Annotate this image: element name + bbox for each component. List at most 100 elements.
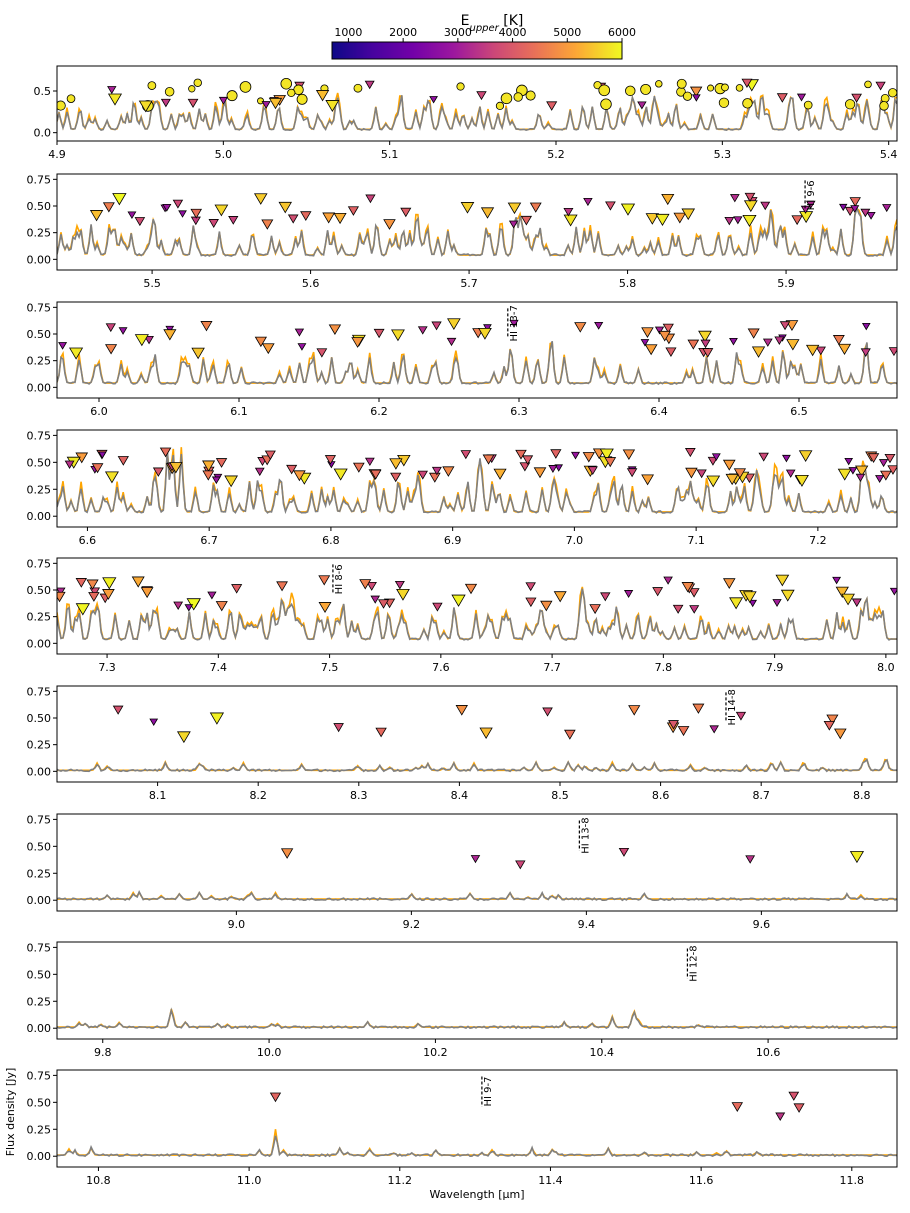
triangle-marker <box>394 580 405 590</box>
triangle-marker <box>741 78 753 88</box>
triangle-marker <box>324 455 337 465</box>
triangle-marker <box>731 1102 744 1112</box>
triangle-marker <box>805 200 816 209</box>
panel-4: 0.00 0.25 0.50 0.75 6.6 6.7 6.8 6.9 7.0 7.1 7.2 <box>27 429 898 547</box>
colorbar-tick-label: 6000 <box>608 26 636 39</box>
triangle-marker <box>214 204 229 217</box>
y-tick-label: 0.25 <box>27 611 52 624</box>
triangle-marker <box>286 464 298 475</box>
triangle-marker <box>788 1091 800 1101</box>
triangle-marker <box>269 1092 282 1103</box>
triangle-marker <box>163 329 177 341</box>
panel-7: HI 13-8 0.00 0.25 0.50 0.75 9.0 9.2 9.4 9.6 <box>27 813 898 931</box>
triangle-marker <box>365 194 376 204</box>
x-tick-label: 5.3 <box>714 148 732 161</box>
x-tick-label: 9.6 <box>753 918 771 931</box>
x-tick-label: 7.7 <box>543 661 561 674</box>
triangle-marker <box>780 589 795 602</box>
triangle-marker <box>882 204 892 213</box>
triangle-marker <box>202 460 216 472</box>
x-tick-label: 5.6 <box>302 277 320 290</box>
y-tick-label: 0.50 <box>27 456 52 469</box>
triangle-marker <box>446 337 457 347</box>
spectra <box>57 205 897 258</box>
triangle-marker <box>689 605 700 614</box>
triangle-marker <box>118 327 128 335</box>
triangle-marker <box>641 474 655 486</box>
triangle-marker <box>366 581 377 591</box>
line-markers <box>57 78 897 113</box>
x-tick-label: 5.0 <box>215 148 233 161</box>
x-tick-label: 7.5 <box>321 661 339 674</box>
triangle-marker <box>208 219 219 228</box>
triangle-marker <box>261 343 275 355</box>
hi-line-marker: HI 9-6 <box>804 180 817 210</box>
triangle-marker <box>706 475 721 488</box>
triangle-marker <box>187 98 199 108</box>
y-tick-label: 0.50 <box>27 584 52 597</box>
triangle-marker <box>447 318 461 331</box>
circle-marker <box>864 80 872 89</box>
x-tick-label: 6.4 <box>650 405 668 418</box>
circle-marker <box>296 93 308 105</box>
triangle-marker <box>747 328 760 339</box>
hi-line-marker: HI 13-7 <box>507 305 520 342</box>
circle-marker <box>676 78 687 89</box>
triangle-marker <box>707 456 719 466</box>
triangle-marker <box>654 326 665 335</box>
triangle-marker <box>117 456 129 466</box>
triangle-marker <box>550 449 562 459</box>
triangle-marker <box>159 447 172 458</box>
x-tick-label: 6.5 <box>790 405 808 418</box>
triangle-marker <box>668 720 679 730</box>
triangle-marker <box>429 96 438 104</box>
x-tick-label: 10.8 <box>86 1174 111 1187</box>
triangle-marker <box>772 599 782 607</box>
y-tick-label: 0.75 <box>27 301 52 314</box>
x-tick-label: 10.2 <box>423 1046 448 1059</box>
y-tick-label: 0.75 <box>27 557 52 570</box>
triangle-marker <box>57 587 66 596</box>
triangle-marker <box>640 339 650 347</box>
triangle-marker <box>661 193 675 206</box>
triangle-marker <box>131 576 145 588</box>
circle-marker <box>257 97 264 105</box>
circle-marker <box>525 90 536 101</box>
triangle-marker <box>400 207 412 218</box>
triangle-marker <box>722 578 736 589</box>
x-tick-label: 5.4 <box>880 148 898 161</box>
triangle-marker <box>364 457 375 467</box>
triangle-marker <box>228 216 239 225</box>
triangle-marker <box>696 469 707 479</box>
triangle-marker <box>525 582 536 592</box>
circle-marker <box>456 82 465 91</box>
triangle-marker <box>722 459 736 471</box>
triangle-marker <box>364 80 375 90</box>
triangle-marker <box>563 208 574 217</box>
x-tick-label: 5.2 <box>547 148 565 161</box>
triangle-marker <box>75 603 91 616</box>
triangle-marker <box>369 469 382 480</box>
hi-line-label: HI 13-7 <box>509 305 520 341</box>
circle-marker <box>593 81 602 90</box>
line-markers <box>64 447 897 488</box>
x-tick-label: 7.0 <box>566 534 584 547</box>
triangle-marker <box>102 589 115 600</box>
triangle-marker <box>254 467 265 477</box>
circle-marker <box>803 100 813 110</box>
circle-marker <box>718 97 730 108</box>
triangle-marker <box>622 449 636 461</box>
triangle-marker <box>160 98 171 108</box>
line-markers <box>112 703 847 744</box>
x-tick-label: 8.8 <box>853 789 871 802</box>
triangle-marker <box>781 454 791 463</box>
triangle-marker <box>493 468 507 480</box>
triangle-marker <box>692 94 701 102</box>
x-tick-label: 5.1 <box>381 148 399 161</box>
triangle-marker <box>104 471 119 484</box>
triangle-marker <box>300 211 312 221</box>
line-markers <box>57 574 897 616</box>
triangle-marker <box>417 470 428 480</box>
triangle-marker <box>724 216 735 226</box>
triangle-marker <box>733 468 747 479</box>
